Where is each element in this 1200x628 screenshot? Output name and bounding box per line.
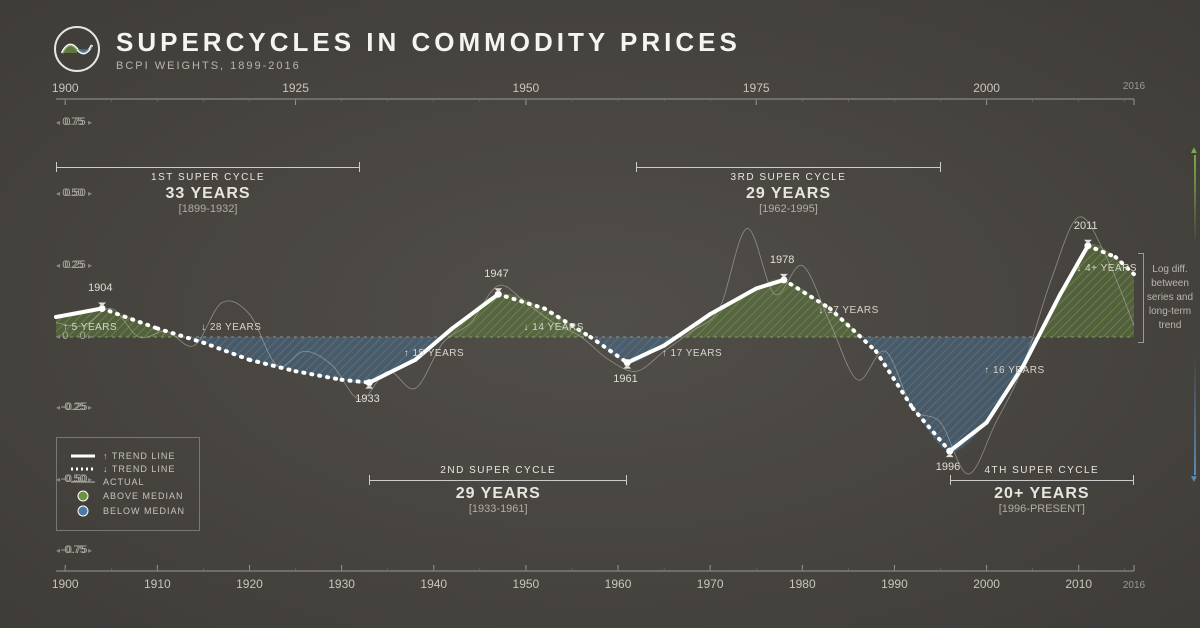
logo-icon <box>54 26 100 72</box>
cycle-bracket: 3RD SUPER CYCLE29 YEARS[1962-1995] <box>636 163 940 215</box>
down-arrow-icon <box>1194 355 1196 475</box>
page-title: SUPERCYCLES IN COMMODITY PRICES <box>116 27 741 58</box>
cycle-bracket: 4TH SUPER CYCLE20+ YEARS[1996-PRESENT] <box>950 465 1134 515</box>
page-subtitle: BCPI WEIGHTS, 1899-2016 <box>116 60 741 72</box>
side-note: Log diff. between series and long-term t… <box>1142 263 1198 333</box>
cycle-bracket: 1ST SUPER CYCLE33 YEARS[1899-1932] <box>56 163 360 215</box>
chart: ↑ TREND LINE ↓ TREND LINE ACTUAL ABOVE M… <box>56 85 1134 595</box>
up-arrow-icon <box>1194 155 1196 245</box>
header: SUPERCYCLES IN COMMODITY PRICES BCPI WEI… <box>54 26 741 72</box>
cycle-bracket: 2ND SUPER CYCLE29 YEARS[1933-1961] <box>369 465 627 515</box>
